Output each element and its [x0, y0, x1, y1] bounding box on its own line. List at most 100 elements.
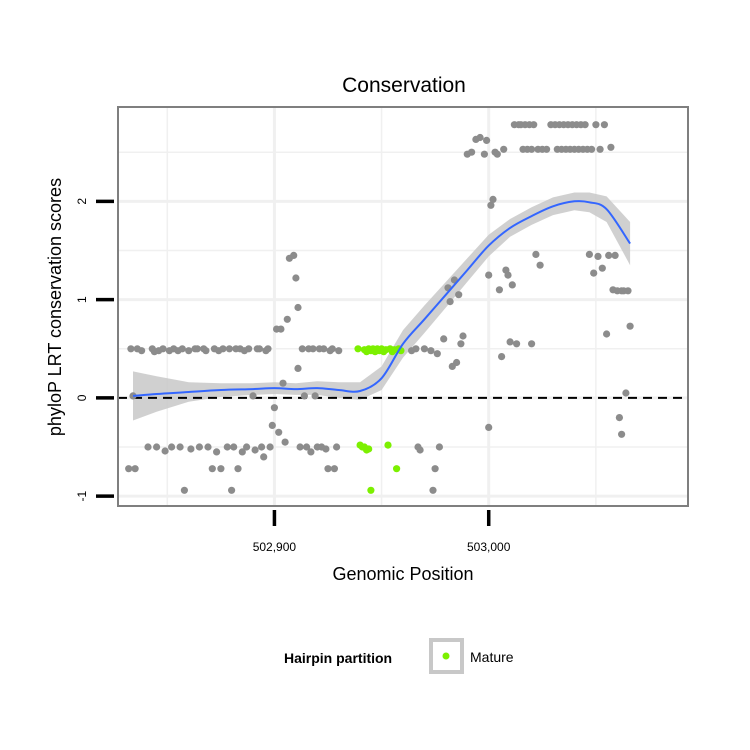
- data-point: [626, 322, 634, 330]
- data-point: [493, 150, 501, 158]
- legend: Hairpin partition Mature: [284, 638, 514, 674]
- data-point: [277, 325, 285, 333]
- data-point: [294, 303, 302, 312]
- axis-tick-labels: -1 0 1 2 502,900 503,000: [75, 198, 511, 554]
- data-point: [294, 364, 302, 372]
- data-point: [427, 347, 435, 355]
- data-point: [333, 443, 341, 451]
- data-point: [245, 345, 253, 353]
- data-point: [125, 465, 133, 473]
- y-tick-label: 0: [75, 394, 89, 401]
- data-point: [453, 358, 461, 367]
- data-point: [307, 448, 315, 456]
- data-point: [476, 133, 484, 142]
- mature-point: [384, 441, 392, 449]
- data-point: [483, 136, 491, 144]
- data-point: [324, 465, 332, 473]
- chart-title: Conservation: [342, 74, 466, 97]
- data-point: [176, 443, 184, 451]
- data-point: [420, 345, 428, 353]
- data-point: [238, 448, 246, 456]
- plot-panel-background: [118, 107, 688, 506]
- data-point: [298, 345, 306, 353]
- data-point: [219, 345, 227, 353]
- data-point: [178, 345, 186, 353]
- data-point: [138, 347, 146, 355]
- data-point: [495, 286, 503, 294]
- data-point: [159, 345, 167, 353]
- smooth-line-layer: [132, 200, 631, 397]
- data-point: [217, 465, 225, 473]
- data-point: [266, 443, 274, 451]
- x-tick-label: 502,900: [253, 540, 297, 554]
- data-point: [279, 379, 287, 387]
- data-point: [440, 335, 448, 343]
- mature-point: [393, 465, 401, 473]
- legend-key: [429, 638, 464, 674]
- data-point: [144, 443, 152, 451]
- data-point: [528, 145, 536, 153]
- data-point: [328, 345, 336, 353]
- data-point: [429, 486, 437, 494]
- data-point: [309, 345, 317, 353]
- data-point: [303, 443, 311, 451]
- data-point: [596, 145, 604, 153]
- data-point: [230, 443, 238, 451]
- data-point: [530, 121, 538, 129]
- data-point: [592, 121, 600, 129]
- data-point: [485, 423, 493, 431]
- data-point: [283, 315, 291, 323]
- data-point: [500, 145, 508, 153]
- data-point: [543, 145, 551, 153]
- data-point: [528, 340, 536, 348]
- data-point: [459, 332, 467, 340]
- data-point: [600, 121, 609, 129]
- y-tick-label: 2: [75, 198, 89, 205]
- data-point: [335, 347, 343, 355]
- data-point: [480, 150, 488, 158]
- data-point: [607, 143, 615, 151]
- data-point: [618, 430, 626, 438]
- data-point: [435, 443, 443, 451]
- data-point: [605, 251, 613, 259]
- data-point: [193, 345, 201, 353]
- data-point: [624, 287, 632, 295]
- points-layer: [125, 121, 634, 494]
- data-point: [536, 261, 544, 269]
- data-point: [204, 443, 212, 451]
- data-point: [508, 281, 516, 289]
- data-point: [260, 453, 268, 461]
- data-point: [275, 428, 283, 436]
- data-point: [412, 345, 420, 353]
- data-point: [208, 465, 216, 473]
- data-point: [255, 345, 263, 353]
- data-point: [202, 347, 210, 355]
- data-point: [598, 264, 606, 272]
- data-point: [268, 421, 276, 429]
- data-point: [281, 438, 289, 446]
- data-point: [504, 271, 512, 279]
- data-point: [320, 345, 328, 353]
- data-point: [330, 465, 338, 473]
- data-point: [213, 448, 221, 456]
- data-point: [506, 338, 514, 346]
- plot-panel: [118, 107, 688, 506]
- data-point: [615, 414, 624, 422]
- data-point: [243, 443, 251, 451]
- data-point: [322, 445, 330, 453]
- x-axis-title: Genomic Position: [332, 564, 473, 584]
- data-point: [485, 271, 493, 279]
- data-point: [296, 443, 304, 451]
- data-point: [292, 274, 300, 282]
- data-point: [153, 443, 161, 451]
- data-point: [300, 392, 308, 400]
- data-point: [270, 404, 278, 412]
- data-point: [185, 347, 193, 355]
- data-point: [590, 269, 598, 277]
- data-point: [290, 251, 298, 259]
- data-point: [416, 446, 424, 454]
- data-point: [468, 148, 476, 156]
- mature-point: [354, 345, 362, 353]
- data-point: [611, 251, 619, 259]
